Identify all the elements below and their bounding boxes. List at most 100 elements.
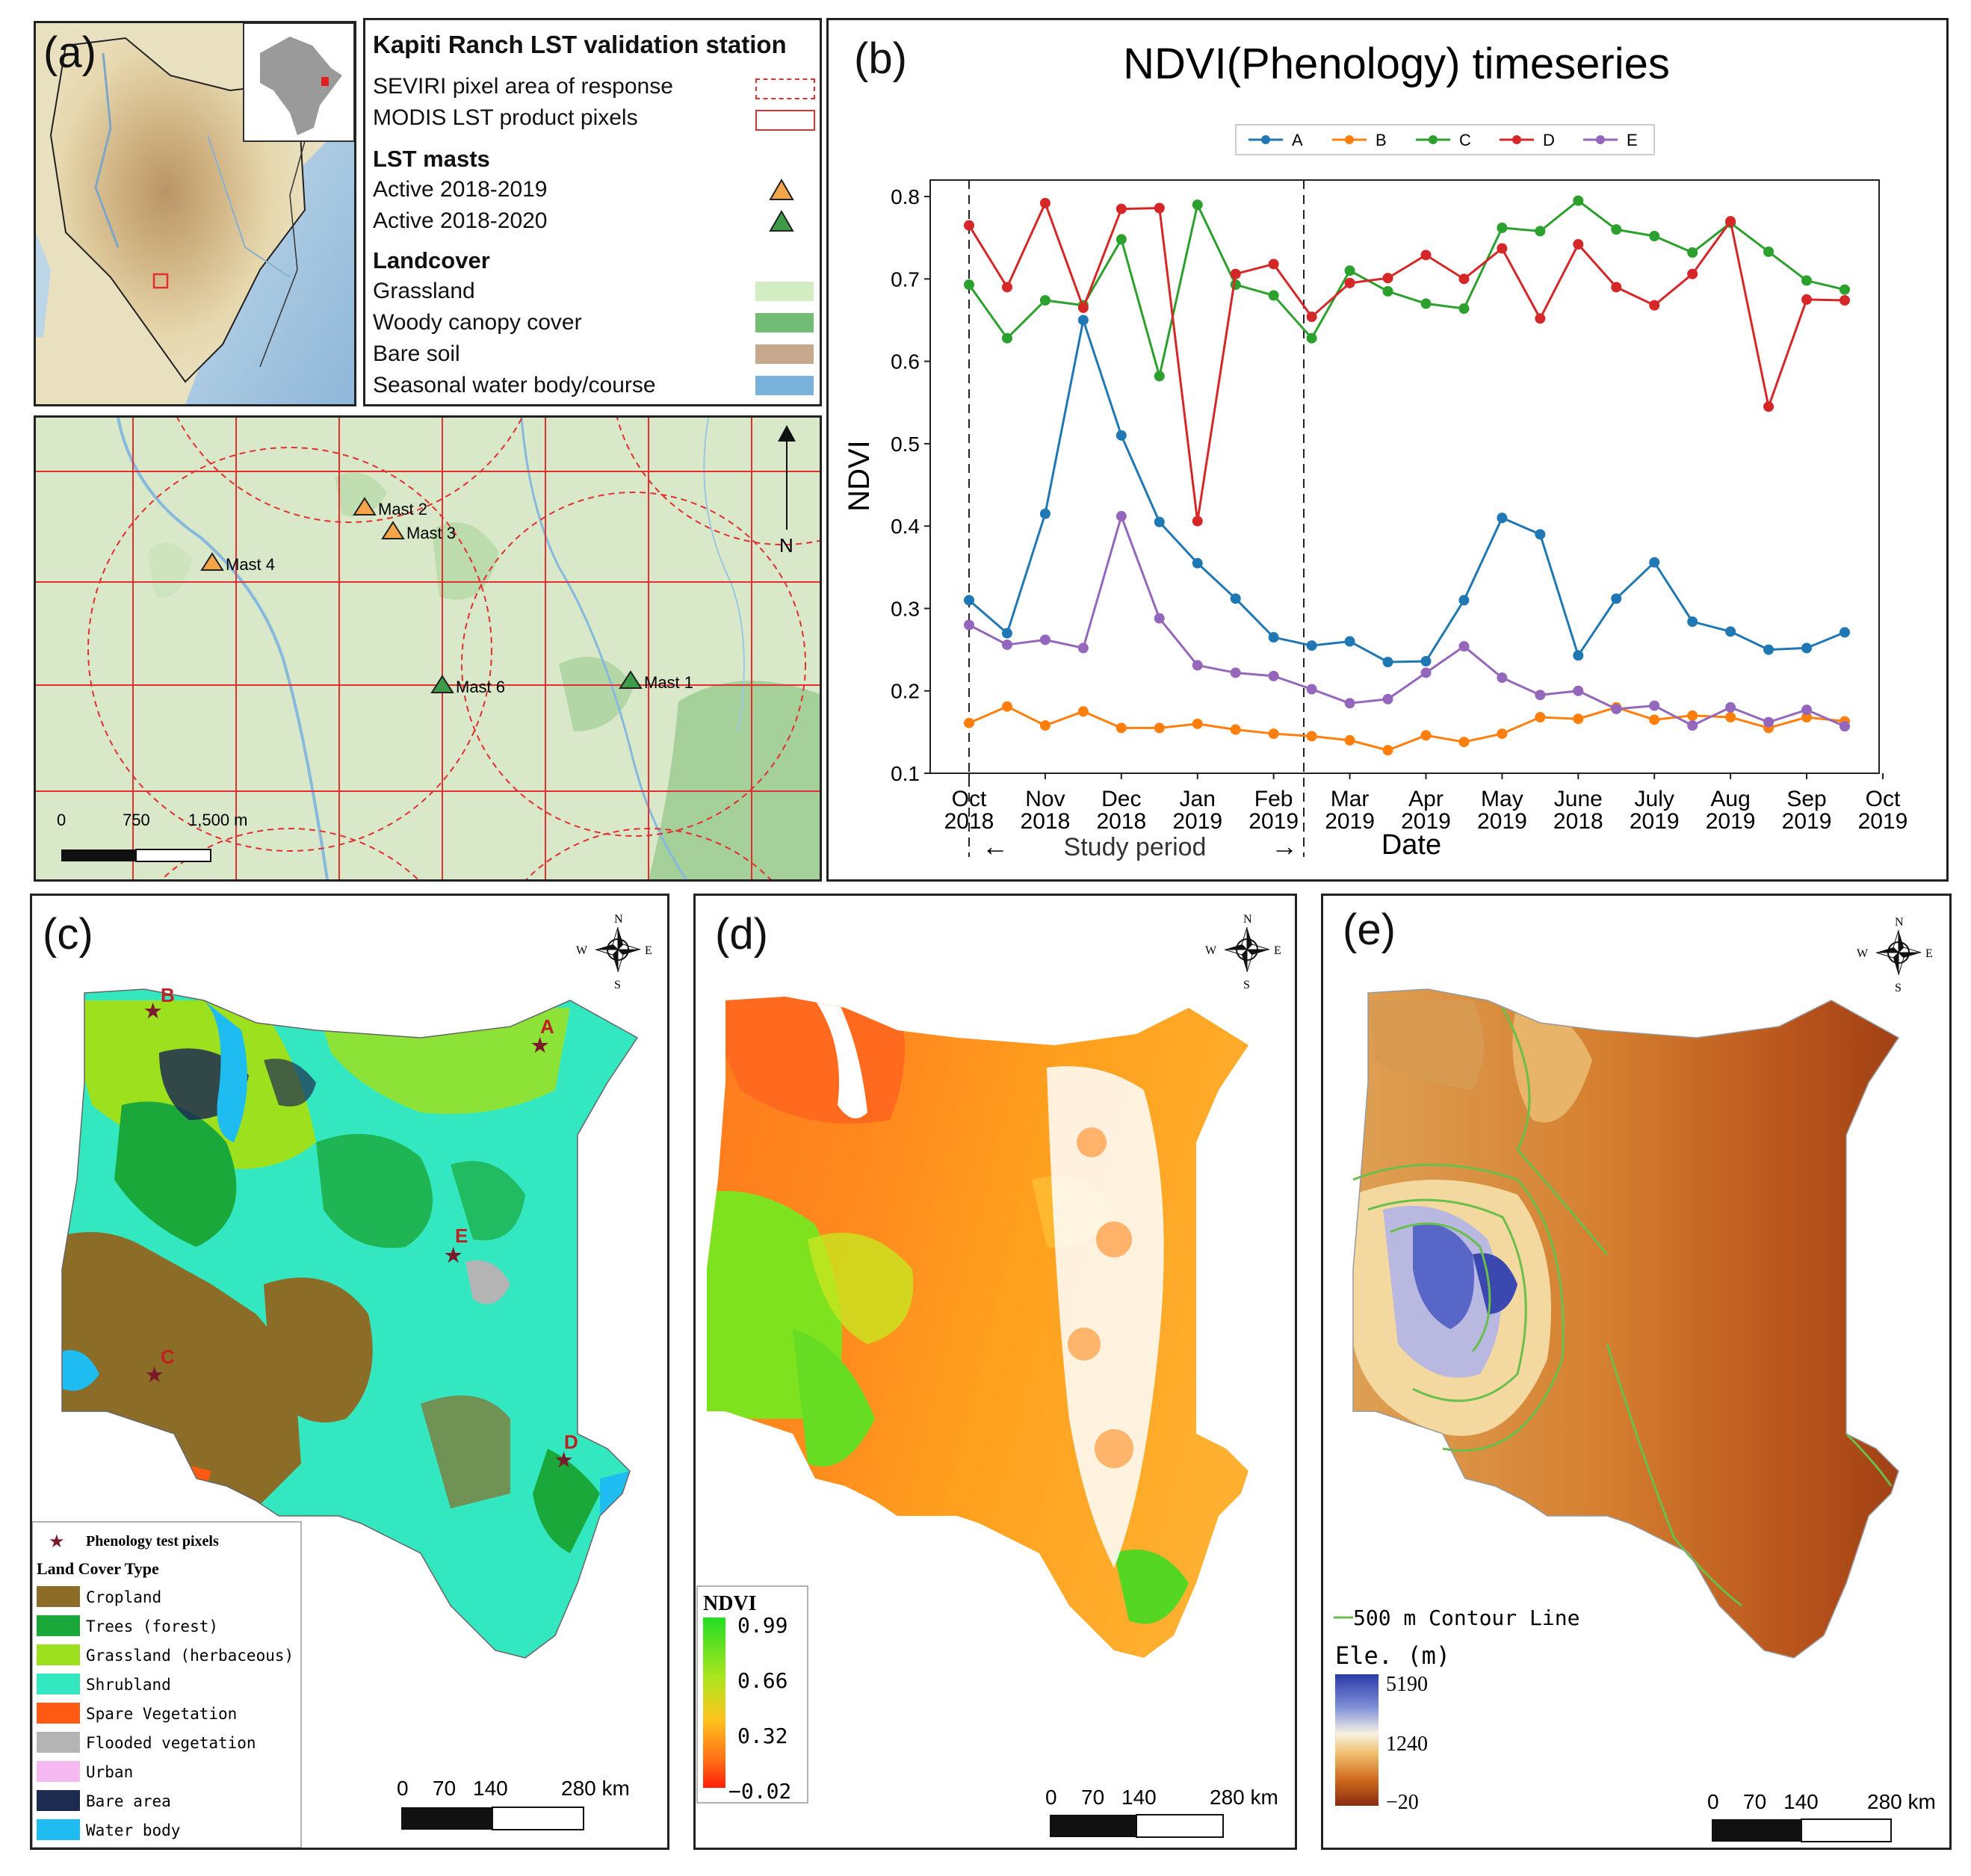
- series-point-b: [1725, 712, 1736, 723]
- svg-text:★: ★: [49, 1532, 65, 1552]
- modis-swatch: [755, 110, 815, 131]
- svg-text:N: N: [1243, 913, 1252, 926]
- mast-3: Mast 3: [381, 521, 456, 542]
- y-tick-label: 0.2: [891, 680, 920, 703]
- landcover-legend: ★ Phenology test pixels Land Cover Type …: [32, 1521, 302, 1848]
- series-point-d: [1497, 243, 1508, 254]
- legend-marker-b: [1345, 135, 1354, 144]
- series-point-d: [1458, 273, 1470, 285]
- series-point-b: [1116, 722, 1127, 734]
- mast-1: Mast 1: [619, 670, 693, 692]
- series-point-a: [1039, 508, 1051, 519]
- x-tick-year: 2019: [1325, 809, 1375, 834]
- x-tick-year: 2019: [1401, 809, 1451, 834]
- svg-text:Mast 2: Mast 2: [378, 500, 427, 518]
- y-axis-label: NDVI: [843, 440, 876, 512]
- x-tick-year: 2018: [1096, 809, 1146, 834]
- svg-text:Land Cover Type: Land Cover Type: [37, 1559, 159, 1578]
- series-point-e: [1840, 721, 1850, 732]
- legend-marker-c: [1429, 135, 1438, 144]
- plot-frame: [929, 179, 1880, 774]
- series-point-a: [1077, 315, 1089, 326]
- ndvi-scale-bar: 0 70 140 280 km: [1045, 1786, 1278, 1838]
- series-point-e: [1535, 690, 1546, 701]
- x-tick-month: Mar: [1331, 787, 1370, 811]
- series-point-c: [1458, 303, 1470, 315]
- series-point-d: [1801, 294, 1813, 305]
- mast-active-2020: Active 2018-2020: [373, 208, 548, 233]
- series-point-b: [1268, 728, 1279, 740]
- svg-text:0: 0: [1707, 1790, 1719, 1813]
- series-point-b: [1535, 712, 1546, 723]
- landcover-title: Landcover: [373, 247, 490, 273]
- series-point-e: [1306, 684, 1317, 695]
- series-point-c: [964, 279, 974, 291]
- series-point-d: [1154, 202, 1165, 214]
- series-point-c: [1039, 295, 1051, 306]
- mast-6: Mast 6: [430, 675, 505, 696]
- y-tick-label: 0.6: [891, 350, 920, 374]
- series-point-a: [964, 595, 974, 606]
- series-point-a: [1001, 628, 1012, 639]
- svg-text:140: 140: [1121, 1786, 1157, 1809]
- series-point-e: [1687, 720, 1698, 731]
- series-point-a: [1763, 644, 1774, 655]
- elevation-scale-bar: 0 70 140 280 km: [1707, 1790, 1936, 1842]
- svg-text:A: A: [540, 1015, 554, 1038]
- x-tick-year: 2018: [1021, 809, 1071, 834]
- ndvi-chart-canvas: NDVI(Phenology) timeseries A B C D E 0.1 0.2 0…: [843, 40, 1907, 861]
- series-point-d: [1382, 273, 1393, 284]
- legend-item-modis: MODIS LST product pixels: [373, 105, 638, 130]
- panel-d-label: (d): [715, 910, 768, 959]
- grassland-swatch: [755, 282, 814, 301]
- landcover-canvas: ★A ★B ★C ★D ★E N S E W ★ Phenology test …: [32, 913, 652, 1848]
- panel-a-label: (a): [43, 28, 96, 77]
- landcover-swatch: [37, 1790, 80, 1811]
- legend-label-e: E: [1627, 131, 1638, 149]
- series-point-c: [1763, 246, 1774, 257]
- panel-b-label: (b): [854, 34, 907, 83]
- bare-soil-swatch: [755, 344, 814, 364]
- svg-text:−0.02: −0.02: [728, 1779, 791, 1804]
- series-point-c: [1306, 332, 1317, 344]
- landcover-woody: Woody canopy cover: [373, 310, 582, 335]
- landcover-swatch: [37, 1644, 80, 1665]
- north-arrow-icon: N: [778, 425, 796, 557]
- svg-text:500 m Contour Line: 500 m Contour Line: [1353, 1606, 1579, 1630]
- study-arrow-left: ←: [982, 831, 1009, 861]
- landcover-class-label: Bare area: [86, 1792, 171, 1810]
- x-tick-year: 2019: [1172, 809, 1222, 834]
- series-point-d: [1420, 250, 1432, 261]
- series-point-b: [1039, 720, 1051, 731]
- svg-text:W: W: [1857, 947, 1869, 960]
- ndvi-legend: NDVI 0.99 0.66 0.32 −0.02: [696, 1585, 808, 1804]
- y-tick-label: 0.3: [891, 597, 920, 620]
- study-arrow-right: →: [1271, 831, 1298, 861]
- legend-marker-e: [1596, 135, 1605, 144]
- series-point-c: [1687, 247, 1698, 259]
- pixel-c: ★C: [146, 1346, 175, 1386]
- series-point-a: [1535, 529, 1546, 540]
- series-line-d: [968, 199, 1845, 521]
- svg-text:70: 70: [433, 1777, 456, 1800]
- svg-text:★: ★: [555, 1449, 573, 1471]
- svg-text:E: E: [455, 1225, 468, 1247]
- svg-text:0.66: 0.66: [737, 1668, 788, 1693]
- svg-text:E: E: [1925, 947, 1933, 960]
- x-tick-month: Jan: [1180, 787, 1216, 811]
- mast-2: Mast 2: [353, 497, 427, 518]
- panel-a-legend: Kapiti Ranch LST validation station SEVI…: [363, 18, 822, 406]
- series-point-a: [1687, 616, 1698, 628]
- landcover-bare-soil: Bare soil: [373, 341, 460, 366]
- svg-text:★: ★: [445, 1244, 462, 1266]
- series-point-c: [1573, 195, 1584, 206]
- series-point-d: [1192, 516, 1203, 527]
- series-point-b: [1687, 710, 1698, 721]
- landcover-class-label: Spare Vegetation: [86, 1705, 237, 1723]
- series-point-e: [1763, 716, 1774, 728]
- pixel-b: ★B: [144, 984, 175, 1022]
- pixel-e: ★E: [445, 1225, 468, 1266]
- landcover-swatch: [37, 1819, 80, 1840]
- svg-text:D: D: [564, 1431, 578, 1453]
- series-point-e: [1382, 693, 1393, 705]
